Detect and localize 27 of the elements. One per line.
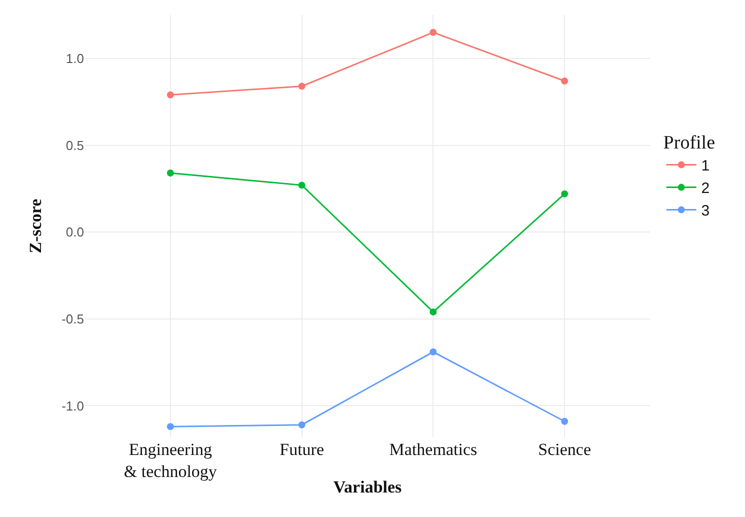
legend-label: 2 bbox=[701, 180, 710, 198]
point bbox=[298, 182, 306, 189]
x-tick-label: Science bbox=[538, 440, 592, 459]
legend-label: 3 bbox=[701, 202, 710, 220]
point bbox=[298, 421, 306, 428]
point bbox=[430, 308, 437, 316]
point bbox=[561, 190, 568, 198]
legend-title: Profile bbox=[663, 132, 716, 154]
point bbox=[166, 170, 174, 177]
x-tick-label: Future bbox=[280, 440, 324, 459]
point bbox=[561, 418, 568, 425]
x-tick-label: Mathematics bbox=[389, 440, 478, 459]
x-tick-label: Engineering & technology bbox=[124, 440, 218, 482]
y-tick-label: 0.0 bbox=[66, 224, 84, 240]
point bbox=[430, 28, 437, 36]
x-axis-title: Variables bbox=[333, 478, 402, 496]
point bbox=[430, 348, 437, 356]
y-tick-label: -1.0 bbox=[62, 398, 84, 414]
legend-label: 1 bbox=[701, 158, 710, 175]
point bbox=[166, 91, 174, 98]
y-tick-label: -0.5 bbox=[62, 311, 84, 326]
point bbox=[561, 77, 568, 84]
point bbox=[298, 82, 306, 90]
y-tick-label: 0.5 bbox=[66, 138, 84, 153]
y-axis-title: Z-score bbox=[26, 198, 46, 254]
point bbox=[166, 423, 174, 430]
y-tick-label: 1.0 bbox=[66, 50, 84, 66]
